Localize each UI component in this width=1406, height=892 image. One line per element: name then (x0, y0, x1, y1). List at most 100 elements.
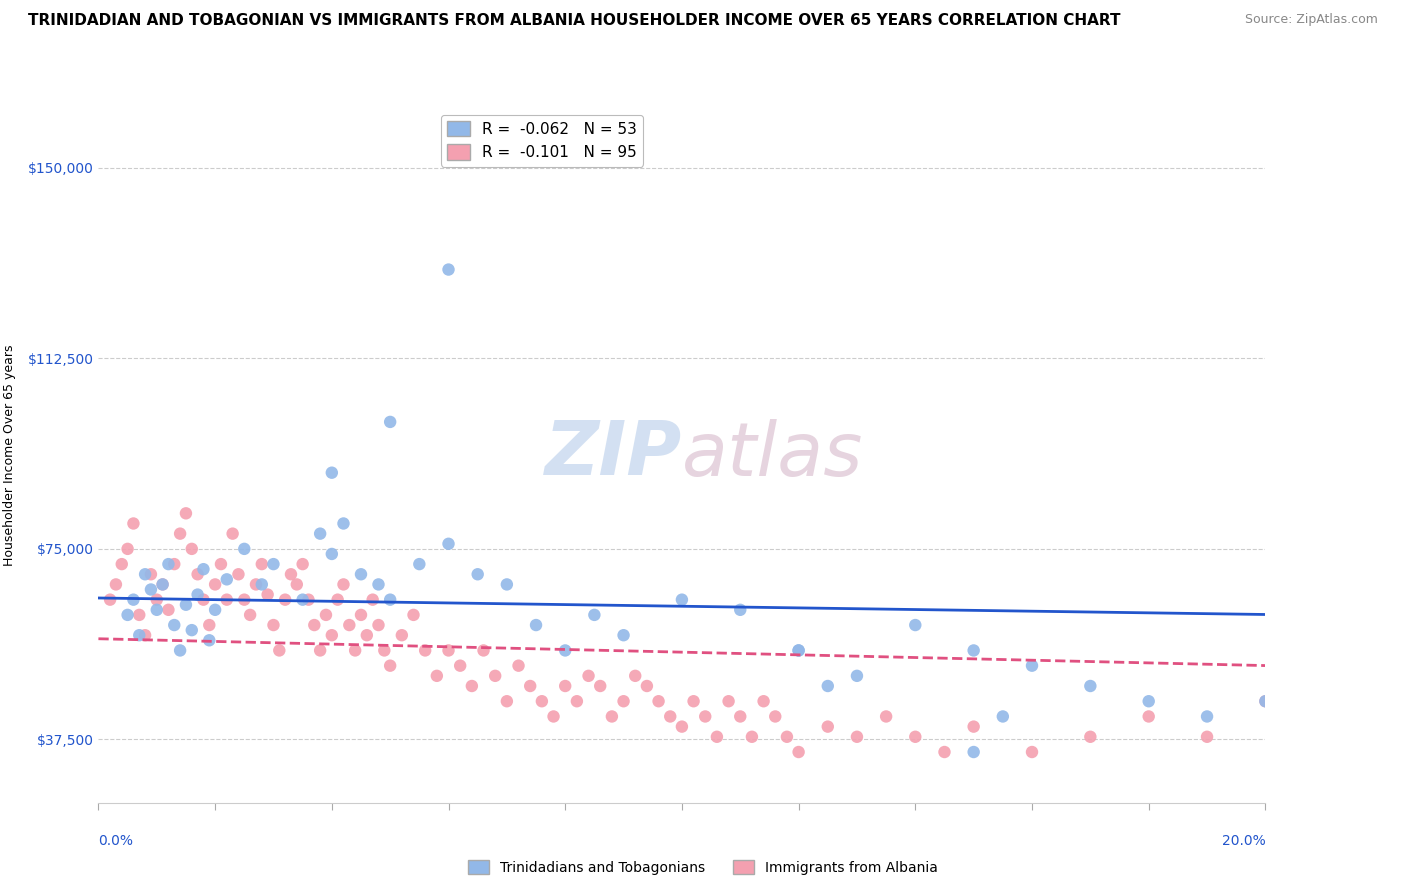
Text: 0.0%: 0.0% (98, 834, 134, 848)
Point (309, 643, 332, 657)
Point (875, 709, 897, 723)
Point (250, 577, 273, 591)
Y-axis label: Householder Income Over 65 years: Householder Income Over 65 years (3, 344, 17, 566)
Point (426, 669, 449, 683)
Point (378, 592, 402, 607)
Point (845, 730, 868, 744)
Point (695, 709, 717, 723)
Point (1021, 745, 1043, 759)
Point (530, 694, 553, 708)
Point (554, 643, 576, 657)
Point (845, 669, 868, 683)
Point (752, 694, 775, 708)
Point (262, 618, 284, 632)
Point (134, 567, 156, 582)
Point (817, 720, 839, 734)
Point (391, 628, 413, 642)
Point (169, 643, 191, 657)
Point (647, 694, 669, 708)
Point (776, 730, 799, 744)
Point (117, 541, 139, 556)
Point (180, 623, 202, 637)
Point (612, 694, 634, 708)
Point (717, 694, 740, 708)
Point (495, 694, 517, 708)
Point (285, 577, 308, 591)
Point (787, 643, 810, 657)
Point (763, 709, 786, 723)
Point (256, 588, 278, 602)
Point (378, 658, 402, 673)
Text: atlas: atlas (682, 419, 863, 491)
Point (524, 618, 547, 632)
Point (315, 607, 337, 622)
Point (233, 592, 256, 607)
Point (269, 643, 291, 657)
Point (291, 557, 314, 571)
Point (962, 745, 984, 759)
Point (962, 643, 984, 657)
Point (437, 643, 460, 657)
Point (152, 577, 174, 591)
Point (198, 618, 221, 632)
Point (321, 547, 343, 561)
Point (128, 628, 150, 642)
Point (484, 669, 506, 683)
Point (262, 557, 284, 571)
Point (408, 557, 430, 571)
Point (128, 607, 150, 622)
Point (198, 633, 221, 648)
Point (326, 592, 349, 607)
Point (437, 262, 460, 277)
Point (1195, 730, 1218, 744)
Point (169, 526, 191, 541)
Point (332, 516, 354, 531)
Point (461, 679, 484, 693)
Point (297, 592, 319, 607)
Point (624, 669, 647, 683)
Point (378, 415, 402, 429)
Point (787, 643, 810, 657)
Point (728, 709, 751, 723)
Point (157, 603, 180, 617)
Point (309, 526, 332, 541)
Point (1080, 730, 1102, 744)
Point (337, 618, 360, 632)
Point (274, 592, 297, 607)
Point (904, 618, 927, 632)
Point (174, 506, 197, 520)
Point (291, 592, 314, 607)
Text: Source: ZipAtlas.com: Source: ZipAtlas.com (1244, 13, 1378, 27)
Point (1137, 709, 1160, 723)
Point (250, 557, 273, 571)
Point (187, 588, 209, 602)
Point (962, 720, 984, 734)
Point (228, 567, 250, 582)
Point (817, 679, 839, 693)
Point (636, 679, 658, 693)
Point (193, 592, 215, 607)
Point (467, 567, 489, 582)
Point (146, 603, 169, 617)
Point (741, 730, 763, 744)
Point (728, 603, 751, 617)
Point (163, 557, 186, 571)
Point (146, 592, 169, 607)
Point (204, 603, 226, 617)
Point (472, 643, 495, 657)
Point (245, 577, 267, 591)
Point (122, 592, 145, 607)
Point (134, 628, 156, 642)
Point (280, 567, 302, 582)
Point (215, 572, 238, 586)
Point (1080, 679, 1102, 693)
Point (706, 730, 728, 744)
Point (187, 567, 209, 582)
Point (659, 709, 682, 723)
Point (437, 537, 460, 551)
Point (543, 709, 565, 723)
Point (152, 577, 174, 591)
Point (519, 679, 541, 693)
Point (554, 679, 576, 693)
Point (495, 577, 517, 591)
